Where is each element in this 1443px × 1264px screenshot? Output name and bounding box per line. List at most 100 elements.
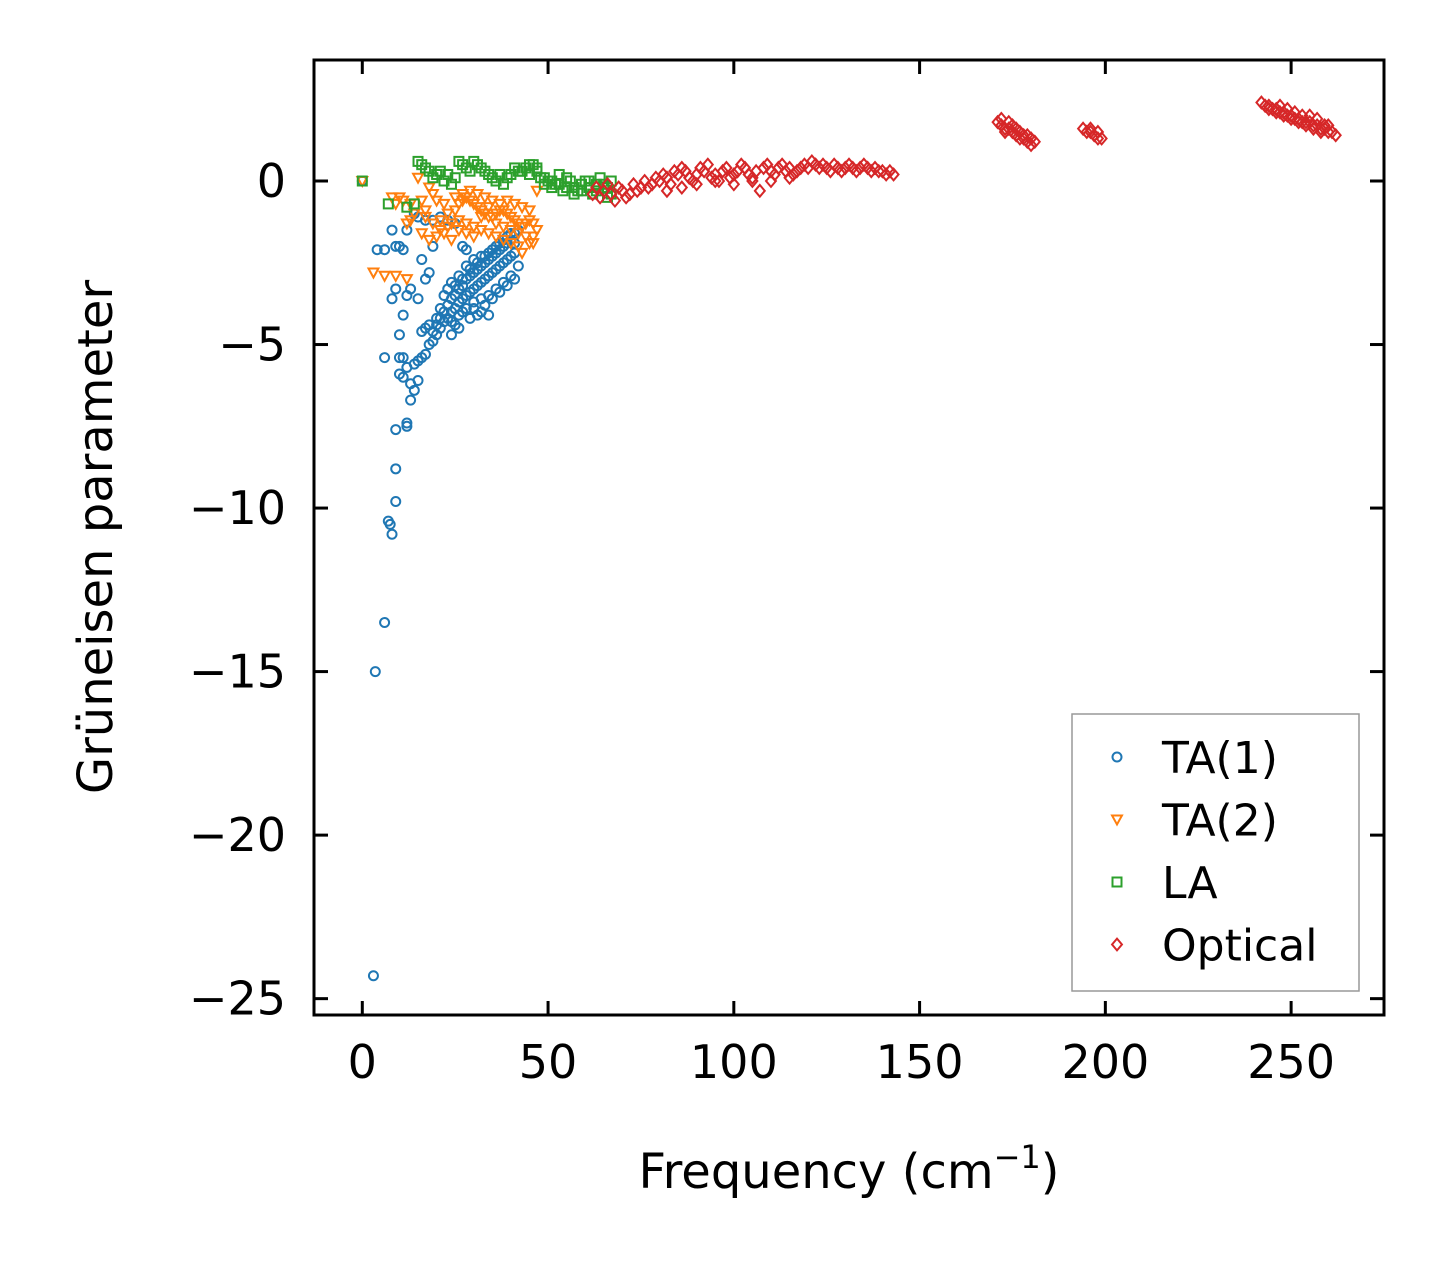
data-point <box>590 178 602 190</box>
data-point <box>1262 101 1276 117</box>
data-point <box>448 205 462 218</box>
series-optical <box>586 95 1342 209</box>
data-point <box>474 205 488 218</box>
data-point <box>576 185 587 197</box>
data-point <box>426 218 440 231</box>
data-point <box>460 260 472 272</box>
data-point <box>437 198 451 211</box>
data-point <box>366 267 381 280</box>
data-point <box>522 205 537 218</box>
y-tick-label: −5 <box>218 318 286 372</box>
data-point <box>418 211 433 225</box>
data-point <box>455 189 470 202</box>
data-point <box>1013 124 1027 140</box>
data-point <box>483 247 495 259</box>
data-point <box>434 312 446 324</box>
data-point <box>553 178 565 190</box>
data-point <box>500 208 514 221</box>
x-tick-label: 100 <box>690 1035 778 1089</box>
data-point <box>1080 124 1094 140</box>
data-point <box>405 283 417 295</box>
data-point <box>442 168 454 180</box>
x-tick-label: 50 <box>519 1035 578 1089</box>
data-point <box>753 183 767 199</box>
data-point <box>850 163 863 179</box>
data-point <box>1017 127 1030 143</box>
x-axis-title: Frequency (cm−1) <box>638 1138 1059 1200</box>
data-point <box>377 270 392 283</box>
data-point <box>386 293 398 305</box>
data-point <box>467 231 481 244</box>
data-point <box>512 260 524 272</box>
data-point <box>1322 118 1335 133</box>
y-axis-title: Grüneisen parameter <box>68 280 124 795</box>
data-point <box>397 244 409 256</box>
data-point <box>371 244 383 256</box>
data-point <box>772 160 785 176</box>
data-point <box>470 202 485 215</box>
data-point <box>642 180 655 195</box>
data-point <box>1006 118 1019 133</box>
data-point <box>1307 121 1320 137</box>
data-point <box>400 274 414 287</box>
data-point <box>526 218 540 231</box>
data-point <box>1299 118 1313 133</box>
data-point <box>561 172 573 184</box>
data-point <box>445 329 457 341</box>
data-point <box>619 189 633 205</box>
data-point <box>509 273 521 285</box>
data-point <box>526 231 540 244</box>
data-point <box>390 463 402 475</box>
data-point <box>379 244 391 256</box>
data-point <box>460 244 472 256</box>
data-point <box>887 167 900 182</box>
data-point <box>712 173 726 189</box>
legend: TA(1) TA(2) LA Optical <box>1071 713 1360 992</box>
data-point <box>494 286 506 298</box>
data-point <box>444 234 459 247</box>
data-point <box>1084 121 1097 137</box>
data-point <box>872 163 885 179</box>
data-point <box>393 352 405 364</box>
data-point <box>1318 118 1331 133</box>
data-point <box>379 352 391 364</box>
data-point <box>511 241 525 254</box>
data-point <box>471 309 483 321</box>
data-point <box>434 165 446 177</box>
data-point <box>660 183 674 199</box>
data-point <box>716 163 729 179</box>
data-point <box>995 111 1008 127</box>
data-point <box>412 293 424 305</box>
data-point <box>415 228 429 241</box>
data-point <box>746 173 759 189</box>
data-point <box>493 198 507 211</box>
legend-label: Optical <box>1162 921 1317 972</box>
data-point <box>382 198 394 210</box>
data-point <box>419 348 431 360</box>
data-point <box>608 193 622 209</box>
y-tick-label: −20 <box>189 808 286 862</box>
x-tick-label: 150 <box>876 1035 964 1089</box>
data-point <box>757 160 770 176</box>
data-point <box>583 175 595 187</box>
data-point <box>701 157 715 173</box>
data-point <box>405 394 417 406</box>
data-point <box>392 192 407 205</box>
y-tick-label: −25 <box>189 972 286 1026</box>
data-point <box>998 124 1012 140</box>
data-point <box>501 280 513 292</box>
data-point <box>720 160 733 176</box>
data-point <box>423 267 435 279</box>
legend-label: TA(2) <box>1161 796 1278 847</box>
data-point <box>519 231 533 244</box>
data-point <box>401 420 413 432</box>
data-point <box>448 192 462 205</box>
x-tick-label: 0 <box>348 1035 377 1089</box>
data-point <box>400 218 414 231</box>
data-point <box>1273 98 1287 114</box>
data-point <box>1310 111 1324 127</box>
data-point <box>407 208 421 221</box>
data-point <box>401 224 413 236</box>
data-point <box>431 312 443 324</box>
